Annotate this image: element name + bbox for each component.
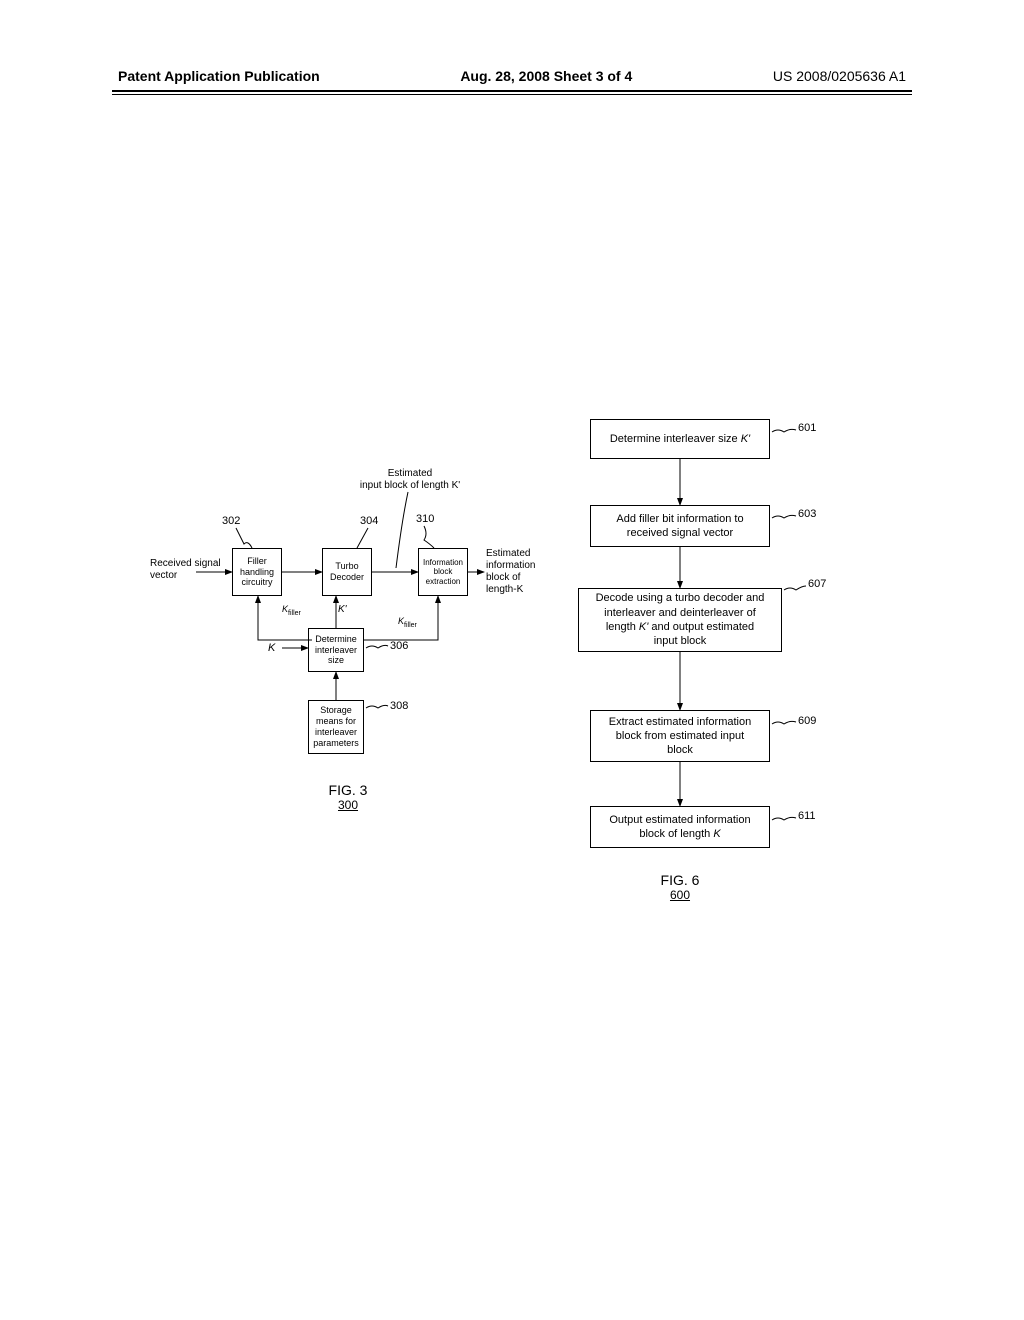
- flowbox-607-text: Decode using a turbo decoder andinterlea…: [596, 591, 765, 648]
- label-kfiller1: Kfiller: [282, 604, 301, 618]
- label-estimated-text: Estimated input block of length K': [360, 468, 460, 491]
- box-determine-interleaver: Determine interleaver size: [308, 628, 364, 672]
- ref-306: 306: [390, 640, 408, 652]
- ref-304: 304: [360, 515, 378, 527]
- flowbox-611-text: Output estimated informationblock of len…: [609, 813, 750, 842]
- fig3-caption-num: 300: [318, 798, 378, 812]
- box-turbo-decoder: Turbo Decoder: [322, 548, 372, 596]
- box-extract-text: Information block extraction: [423, 558, 463, 587]
- flowbox-607: Decode using a turbo decoder andinterlea…: [578, 588, 782, 652]
- header-left: Patent Application Publication: [118, 68, 320, 84]
- arrow-layer: [0, 100, 1024, 1220]
- ref-310: 310: [416, 513, 434, 525]
- ref-601: 601: [798, 422, 816, 434]
- label-received-signal: Received signal vector: [150, 558, 230, 582]
- header-rule: [112, 90, 912, 92]
- box-turbo-text: Turbo Decoder: [330, 561, 364, 583]
- ref-603: 603: [798, 508, 816, 520]
- flowbox-601-text: Determine interleaver size K': [610, 432, 750, 446]
- label-received-text: Received signal vector: [150, 558, 221, 581]
- diagram-area: Filler handling circuitry Turbo Decoder …: [0, 100, 1024, 1220]
- header-right: US 2008/0205636 A1: [773, 68, 906, 84]
- label-k: K: [268, 642, 275, 655]
- ref-611: 611: [798, 810, 816, 822]
- ref-302: 302: [222, 515, 240, 527]
- box-filler-text: Filler handling circuitry: [240, 556, 274, 588]
- flowbox-609-text: Extract estimated information block from…: [609, 715, 751, 758]
- fig3-caption: FIG. 3 300: [318, 782, 378, 812]
- flowbox-601: Determine interleaver size K': [590, 419, 770, 459]
- box-storage-text: Storage means for interleaver parameters: [313, 705, 359, 748]
- fig6-caption: FIG. 6 600: [650, 872, 710, 902]
- flowbox-603: Add filler bit information to received s…: [590, 505, 770, 547]
- label-kfiller2: Kfiller: [398, 616, 417, 630]
- header-center: Aug. 28, 2008 Sheet 3 of 4: [460, 68, 632, 84]
- fig6-caption-num: 600: [650, 888, 710, 902]
- box-determine-text: Determine interleaver size: [315, 634, 357, 666]
- header-rule-2: [112, 94, 912, 95]
- label-output-text: Estimated information block of length-K: [486, 548, 535, 595]
- ref-308: 308: [390, 700, 408, 712]
- page-header: Patent Application Publication Aug. 28, …: [0, 68, 1024, 84]
- ref-607: 607: [808, 578, 826, 590]
- flowbox-609: Extract estimated information block from…: [590, 710, 770, 762]
- box-storage-means: Storage means for interleaver parameters: [308, 700, 364, 754]
- fig6-caption-text: FIG. 6: [661, 872, 700, 888]
- ref-609: 609: [798, 715, 816, 727]
- box-filler-handling: Filler handling circuitry: [232, 548, 282, 596]
- label-estimated-output: Estimated information block of length-K: [486, 548, 556, 596]
- label-estimated-input: Estimated input block of length K': [340, 468, 480, 492]
- fig3-caption-text: FIG. 3: [329, 782, 368, 798]
- flowbox-603-text: Add filler bit information to received s…: [616, 512, 743, 541]
- flowbox-611: Output estimated informationblock of len…: [590, 806, 770, 848]
- box-info-extraction: Information block extraction: [418, 548, 468, 596]
- label-kprime: K': [338, 604, 347, 616]
